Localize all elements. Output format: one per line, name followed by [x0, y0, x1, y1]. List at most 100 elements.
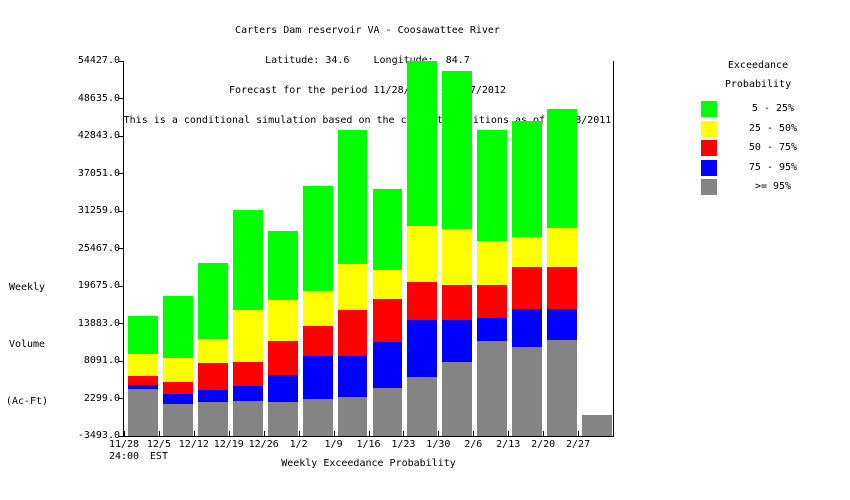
x-axis-tick — [333, 431, 335, 436]
y-axis-tick-label: 54427.0 — [77, 55, 120, 66]
bar-segment — [128, 375, 158, 385]
plot-area: Weekly Exceedance Probability 54427.0 486… — [78, 56, 614, 469]
bar-segment — [477, 284, 508, 318]
x-axis-label: 1/2 — [289, 439, 308, 450]
legend-swatch-5-25- — [701, 101, 717, 117]
x-axis-tick — [228, 431, 230, 436]
y-axis-title-line2: Volume — [8, 339, 46, 350]
x-axis-label: 2/13 — [496, 439, 521, 450]
x-axis-label: 12/12 — [178, 439, 209, 450]
x-axis-label: 11/28 — [108, 439, 140, 450]
bar-segment — [512, 309, 543, 347]
bar-segment — [547, 309, 578, 340]
y-axis-tick-label: 13883.0 — [77, 317, 120, 329]
y-axis-title: Weekly Volume (Ac-Ft) — [4, 240, 50, 449]
bar-segment — [372, 189, 403, 271]
chart-subtitle-latlon: Latitude: 34.6 Longitude: 84.7 — [265, 55, 470, 66]
y-axis-tick — [118, 98, 123, 99]
bar-segment — [442, 70, 473, 229]
y-axis-tick-label: 2299.0 — [83, 392, 120, 404]
y-axis-title-line3: (Ac-Ft) — [5, 396, 49, 407]
bar-segment — [337, 129, 368, 264]
bar-segment — [267, 401, 298, 436]
x-axis-label: 12/19 — [213, 439, 244, 450]
legend-item: >= 95% — [698, 179, 828, 195]
bar-segment — [232, 386, 263, 402]
bar-segment — [407, 61, 438, 226]
bar-segment — [197, 390, 228, 402]
y-axis-tick — [118, 435, 123, 437]
bar-segment — [582, 415, 612, 436]
legend-title-line2: Probability — [724, 79, 792, 90]
bar-segment — [232, 401, 263, 436]
y-axis-tick — [118, 210, 123, 212]
legend-swatch-25-50- — [701, 120, 717, 137]
bar-segment — [232, 310, 263, 362]
bar-segment — [372, 342, 403, 388]
bar-segment — [337, 397, 368, 436]
x-axis-tick — [368, 431, 370, 436]
bar-segment — [372, 299, 403, 343]
bar-segment — [442, 361, 473, 436]
bar-segment — [162, 295, 193, 359]
bar-segment — [128, 315, 158, 355]
x-axis-tick — [193, 431, 195, 436]
bar-segment — [337, 356, 368, 398]
bar-segment — [232, 361, 263, 387]
y-axis-tick — [118, 60, 123, 62]
legend-item-label: 5 - 25% — [751, 103, 795, 114]
bar-segment — [302, 398, 333, 436]
bar-segment — [197, 263, 228, 339]
bar-segment — [128, 354, 158, 376]
x-axis-title: Weekly Exceedance Probability — [281, 458, 456, 469]
y-axis-tick — [118, 285, 123, 287]
y-axis-tick-label: -3493.0 — [77, 430, 120, 441]
x-axis-label: 2/6 — [464, 439, 483, 450]
legend-swatch-50-75- — [701, 140, 717, 156]
x-axis-label: 1/30 — [426, 439, 451, 450]
bar-segment — [407, 225, 438, 282]
bar-segment — [442, 228, 473, 286]
x-axis-tick — [124, 431, 125, 436]
x-axis-label: 1/9 — [324, 439, 343, 450]
bar-segment — [197, 401, 228, 436]
legend-item-label: 50 - 75% — [748, 142, 798, 153]
bar-segment — [547, 267, 578, 310]
bar-segment — [477, 340, 508, 436]
bar-segment — [442, 285, 473, 321]
x-axis-label: 1/16 — [356, 439, 381, 450]
bar-segment — [302, 326, 333, 357]
bar-segment — [407, 320, 438, 378]
bar-segment — [477, 130, 508, 241]
bar-segment — [407, 377, 438, 436]
x-axis-label: 12/26 — [248, 439, 279, 450]
x-axis-label: 2/20 — [531, 439, 556, 450]
bar-segment — [302, 356, 333, 399]
x-axis-sub-label: 24:00 — [108, 451, 140, 462]
bar-segment — [547, 228, 578, 268]
y-axis-tick — [118, 398, 123, 399]
bar-segment — [477, 317, 508, 341]
x-axis-tick — [298, 431, 300, 436]
x-axis-sub-label: EST — [149, 451, 168, 462]
legend-item: 75 - 95% — [698, 159, 828, 176]
bar-segment — [162, 358, 193, 383]
y-axis-tick-label: 42843.0 — [77, 130, 120, 141]
legend-item-label: 75 - 95% — [748, 161, 798, 173]
bar-segment — [302, 185, 333, 292]
bar-segment — [267, 375, 298, 402]
y-axis-title-line1: Weekly — [8, 282, 46, 293]
legend-swatch-75-95- — [701, 159, 717, 176]
x-axis-tick — [438, 431, 440, 436]
x-axis-label: 2/27 — [566, 439, 591, 450]
chart-title: Carters Dam reservoir VA - Coosawattee R… — [235, 25, 500, 36]
legend-swatch--95- — [701, 179, 717, 195]
legend-item-label: >= 95% — [754, 181, 792, 192]
bar-segment — [547, 109, 578, 229]
x-axis-tick — [508, 431, 510, 436]
y-axis-tick — [118, 135, 123, 137]
y-axis-tick — [118, 360, 123, 362]
legend-title-line1: Exceedance — [727, 60, 789, 71]
bar-segment — [162, 393, 193, 404]
y-axis-tick — [118, 248, 123, 249]
